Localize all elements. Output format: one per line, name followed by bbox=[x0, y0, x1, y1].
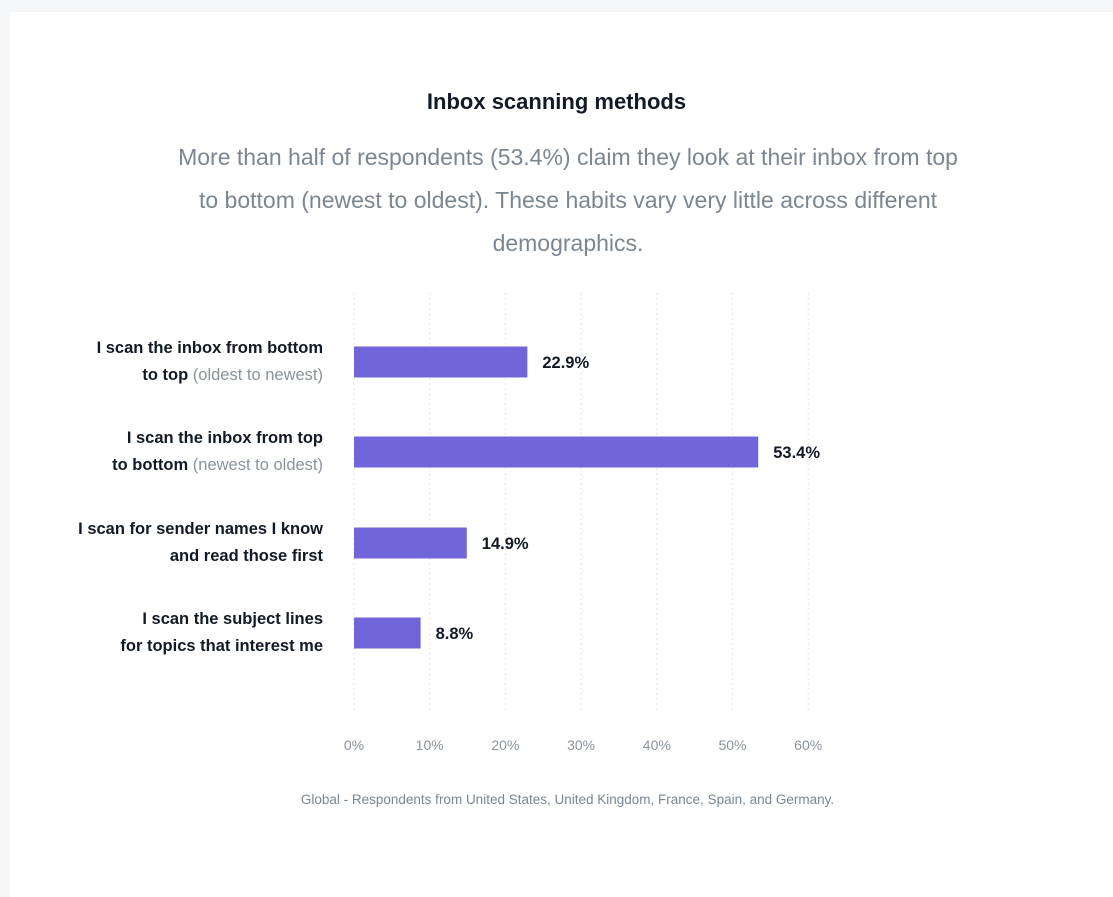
x-tick-label: 0% bbox=[344, 737, 364, 753]
x-tick-label: 60% bbox=[794, 737, 822, 753]
x-tick-label: 50% bbox=[718, 737, 746, 753]
category-label-line1: I scan the inbox from top bbox=[126, 429, 323, 447]
bar-value-label: 53.4% bbox=[773, 444, 820, 462]
category-label: I scan for sender names I know and read t… bbox=[23, 516, 323, 570]
x-tick-label: 40% bbox=[643, 737, 671, 753]
category-label-note: (newest to oldest) bbox=[188, 456, 323, 474]
category-label: I scan the inbox from bottom to top (olde… bbox=[23, 335, 323, 389]
category-label: I scan the subject lines for topics that … bbox=[23, 606, 323, 660]
bar-value-label: 8.8% bbox=[436, 625, 474, 643]
category-label-line1: I scan for sender names I know bbox=[78, 520, 323, 538]
bar-value-label: 22.9% bbox=[542, 354, 589, 372]
category-label-line2: for topics that interest me bbox=[120, 637, 323, 655]
category-label: I scan the inbox from top to bottom (newe… bbox=[23, 425, 323, 479]
x-tick-label: 30% bbox=[567, 737, 595, 753]
bar bbox=[354, 527, 467, 559]
chart-footnote: Global - Respondents from United States,… bbox=[300, 792, 835, 807]
bar bbox=[354, 617, 421, 649]
bar bbox=[354, 436, 759, 468]
category-label-line2: and read those first bbox=[169, 547, 323, 565]
category-label-line1: I scan the inbox from bottom bbox=[96, 339, 323, 357]
bar-value-label: 14.9% bbox=[482, 535, 529, 553]
bar bbox=[354, 346, 528, 378]
chart-title: Inbox scanning methods bbox=[426, 89, 687, 114]
chart-subtitle: More than half of respondents (53.4%) cl… bbox=[178, 144, 958, 256]
x-tick-label: 20% bbox=[491, 737, 519, 753]
category-label-note: (oldest to newest) bbox=[188, 366, 323, 384]
category-label-line2: to bottom bbox=[112, 456, 189, 474]
category-label-line1: I scan the subject lines bbox=[142, 610, 323, 628]
category-label-line2: to top bbox=[142, 366, 189, 384]
x-tick-label: 10% bbox=[416, 737, 444, 753]
